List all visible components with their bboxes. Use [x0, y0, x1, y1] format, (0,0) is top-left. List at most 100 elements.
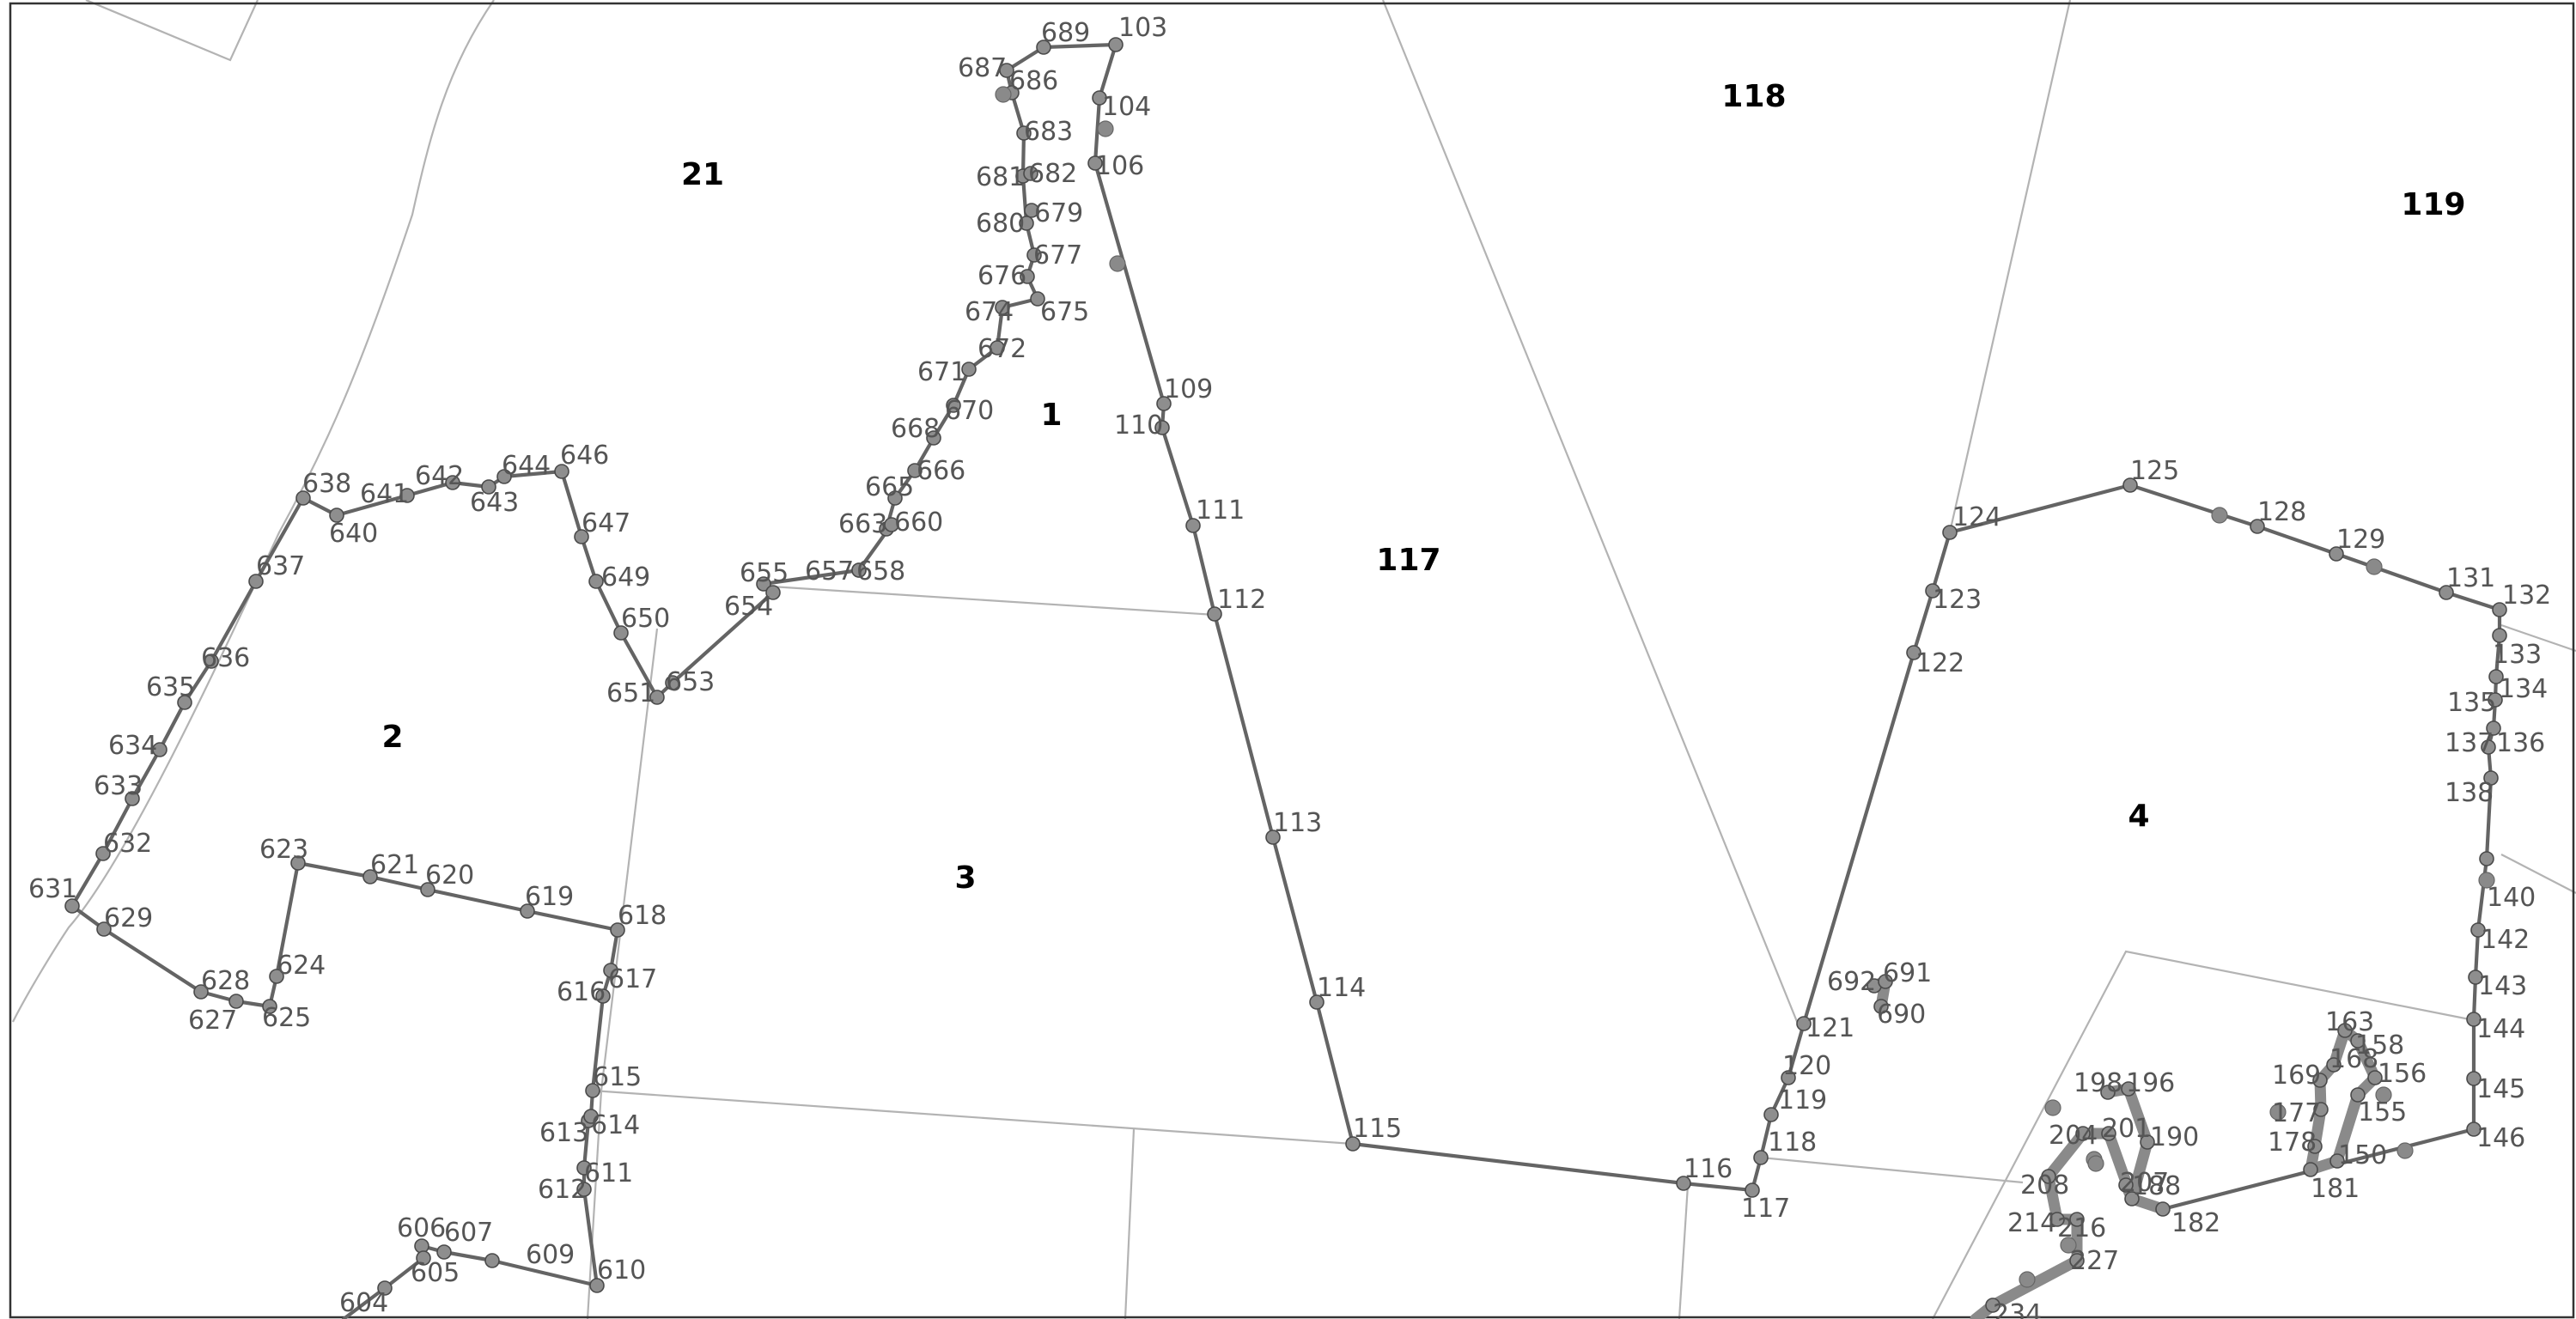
vertex-668[interactable]: [926, 430, 941, 446]
vertex-670[interactable]: [946, 398, 961, 413]
vertex-113[interactable]: [1265, 830, 1281, 845]
vertex-178[interactable]: [2307, 1139, 2323, 1154]
vertex-666[interactable]: [907, 463, 923, 478]
vertex-621[interactable]: [362, 869, 378, 884]
vertex-618[interactable]: [610, 922, 625, 938]
vertex-138[interactable]: [2483, 770, 2499, 786]
vertex-605[interactable]: [416, 1250, 431, 1266]
vertex-unlabeled-7[interactable]: [2044, 1099, 2061, 1116]
vertex-136[interactable]: [2486, 720, 2501, 736]
vertex-609[interactable]: [484, 1253, 500, 1268]
vertex-unlabeled-9[interactable]: [2060, 1237, 2077, 1254]
vertex-unlabeled-12[interactable]: [2396, 1142, 2414, 1159]
vertex-619[interactable]: [520, 903, 535, 919]
vertex-140[interactable]: [2479, 851, 2494, 866]
vertex-671[interactable]: [961, 362, 977, 377]
vertex-131[interactable]: [2439, 585, 2454, 600]
vertex-658[interactable]: [851, 562, 867, 578]
vertex-625[interactable]: [262, 999, 277, 1014]
vertex-unlabeled-5[interactable]: [2366, 558, 2383, 575]
vertex-168[interactable]: [2326, 1057, 2342, 1073]
vertex-163[interactable]: [2337, 1023, 2353, 1038]
vertex-611[interactable]: [576, 1160, 592, 1176]
vertex-637[interactable]: [248, 574, 264, 589]
vertex-145[interactable]: [2466, 1071, 2482, 1086]
vertex-675[interactable]: [1030, 291, 1045, 307]
vertex-633[interactable]: [125, 791, 140, 806]
vertex-635[interactable]: [177, 695, 192, 710]
vertex-631[interactable]: [64, 898, 80, 914]
vertex-689[interactable]: [1036, 40, 1051, 55]
vertex-628[interactable]: [193, 984, 209, 1000]
vertex-114[interactable]: [1309, 994, 1325, 1010]
vertex-unlabeled-4[interactable]: [2211, 507, 2228, 524]
vertex-133[interactable]: [2492, 628, 2507, 643]
vertex-623[interactable]: [290, 855, 306, 871]
vertex-627[interactable]: [228, 994, 244, 1009]
vertex-616[interactable]: [595, 988, 611, 1004]
vertex-624[interactable]: [269, 969, 284, 984]
vertex-137[interactable]: [2481, 739, 2496, 755]
vertex-655[interactable]: [756, 576, 771, 592]
vertex-647[interactable]: [574, 529, 589, 544]
vertex-636[interactable]: [204, 653, 219, 669]
vertex-158[interactable]: [2350, 1033, 2366, 1049]
vertex-638[interactable]: [295, 490, 311, 506]
vertex-617[interactable]: [603, 963, 618, 978]
vertex-109[interactable]: [1156, 396, 1172, 411]
vertex-634[interactable]: [152, 742, 167, 757]
vertex-604[interactable]: [377, 1280, 393, 1296]
vertex-198[interactable]: [2100, 1085, 2116, 1100]
vertex-612[interactable]: [576, 1182, 592, 1197]
vertex-119[interactable]: [1763, 1107, 1779, 1122]
vertex-646[interactable]: [554, 464, 569, 479]
vertex-156[interactable]: [2367, 1070, 2383, 1085]
vertex-134[interactable]: [2488, 669, 2504, 684]
vertex-672[interactable]: [990, 340, 1005, 356]
vertex-644[interactable]: [496, 469, 512, 484]
vertex-188[interactable]: [2124, 1191, 2140, 1207]
vertex-208[interactable]: [2041, 1169, 2056, 1184]
vertex-unlabeled-1[interactable]: [1109, 255, 1126, 272]
vertex-649[interactable]: [588, 574, 604, 589]
vertex-674[interactable]: [995, 300, 1010, 315]
vertex-144[interactable]: [2466, 1012, 2482, 1027]
vertex-687[interactable]: [999, 63, 1014, 78]
vertex-155[interactable]: [2350, 1087, 2366, 1103]
vertex-682[interactable]: [1023, 166, 1038, 181]
vertex-190[interactable]: [2140, 1134, 2155, 1150]
vertex-650[interactable]: [613, 625, 629, 641]
vertex-620[interactable]: [420, 882, 435, 897]
vertex-654[interactable]: [765, 585, 781, 600]
vertex-614[interactable]: [583, 1109, 599, 1124]
vertex-181[interactable]: [2303, 1162, 2318, 1177]
vertex-227[interactable]: [2069, 1253, 2085, 1268]
vertex-unlabeled-11[interactable]: [2087, 1155, 2104, 1172]
vertex-129[interactable]: [2329, 546, 2344, 562]
vertex-207[interactable]: [2118, 1177, 2134, 1193]
vertex-607[interactable]: [436, 1244, 452, 1260]
vertex-182[interactable]: [2155, 1201, 2171, 1217]
vertex-104[interactable]: [1092, 90, 1107, 106]
vertex-691[interactable]: [1878, 974, 1893, 989]
vertex-124[interactable]: [1942, 525, 1958, 540]
vertex-146[interactable]: [2466, 1121, 2482, 1137]
vertex-unlabeled-14[interactable]: [2375, 1086, 2392, 1103]
vertex-177[interactable]: [2313, 1102, 2329, 1117]
vertex-169[interactable]: [2312, 1073, 2328, 1088]
vertex-122[interactable]: [1906, 645, 1921, 660]
vertex-234[interactable]: [1985, 1298, 2001, 1313]
vertex-640[interactable]: [329, 508, 344, 523]
vertex-683[interactable]: [1016, 125, 1032, 141]
vertex-unlabeled-10[interactable]: [2019, 1271, 2036, 1288]
vertex-121[interactable]: [1796, 1016, 1812, 1031]
vertex-143[interactable]: [2468, 969, 2483, 985]
vertex-204[interactable]: [2075, 1126, 2091, 1141]
vertex-216[interactable]: [2069, 1212, 2085, 1227]
vertex-unlabeled-6[interactable]: [2478, 872, 2495, 889]
vertex-643[interactable]: [481, 479, 496, 495]
vertex-116[interactable]: [1676, 1176, 1691, 1191]
vertex-690[interactable]: [1873, 999, 1889, 1014]
vertex-196[interactable]: [2121, 1081, 2136, 1097]
